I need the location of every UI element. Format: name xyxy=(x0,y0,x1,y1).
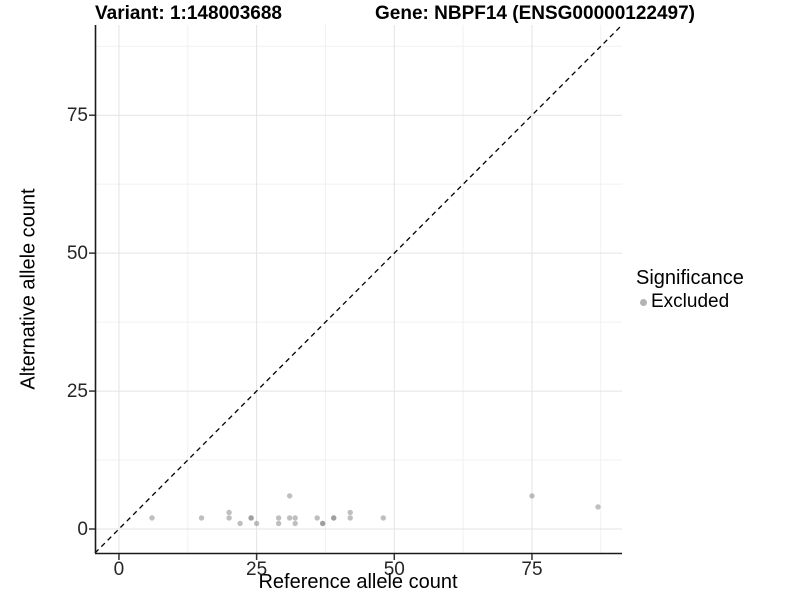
data-point xyxy=(275,515,282,521)
data-point xyxy=(314,515,320,521)
y-tick-label: 0 xyxy=(77,518,88,540)
legend: Significance Excluded xyxy=(636,266,744,313)
data-point xyxy=(237,520,243,527)
gene-title: Gene: NBPF14 (ENSG00000122497) xyxy=(375,3,695,24)
x-tick-label: 75 xyxy=(521,559,543,580)
data-point xyxy=(253,520,260,527)
data-point xyxy=(292,520,298,527)
x-axis-title: Reference allele count xyxy=(258,571,458,593)
data-point xyxy=(331,515,337,521)
legend-entry-label: Excluded xyxy=(651,291,730,312)
data-point xyxy=(292,515,298,521)
y-tick-label: 25 xyxy=(66,380,88,402)
data-point xyxy=(226,509,232,516)
identity-line xyxy=(94,24,623,554)
y-tick-label: 50 xyxy=(66,242,88,264)
data-point xyxy=(226,515,232,521)
x-tick-label: 25 xyxy=(246,559,268,580)
data-point xyxy=(149,515,155,521)
data-point xyxy=(275,520,282,527)
data-point xyxy=(198,515,205,521)
data-point xyxy=(529,493,535,499)
data-point xyxy=(347,509,353,516)
data-point xyxy=(320,520,326,527)
x-tick-label: 0 xyxy=(113,559,125,580)
data-point xyxy=(347,515,353,521)
y-tick-label: 75 xyxy=(66,104,88,126)
legend-entry-excluded: Excluded xyxy=(636,291,744,313)
data-point xyxy=(248,515,254,521)
legend-key-dot-icon xyxy=(640,298,647,306)
data-point xyxy=(286,493,293,499)
variant-title: Variant: 1:148003688 xyxy=(95,3,282,24)
legend-title: Significance xyxy=(636,267,744,289)
data-point xyxy=(286,515,293,521)
x-tick-label: 50 xyxy=(383,559,405,580)
data-point xyxy=(595,504,601,510)
data-point xyxy=(380,515,386,521)
y-axis-title: Alternative allele count xyxy=(17,188,40,390)
